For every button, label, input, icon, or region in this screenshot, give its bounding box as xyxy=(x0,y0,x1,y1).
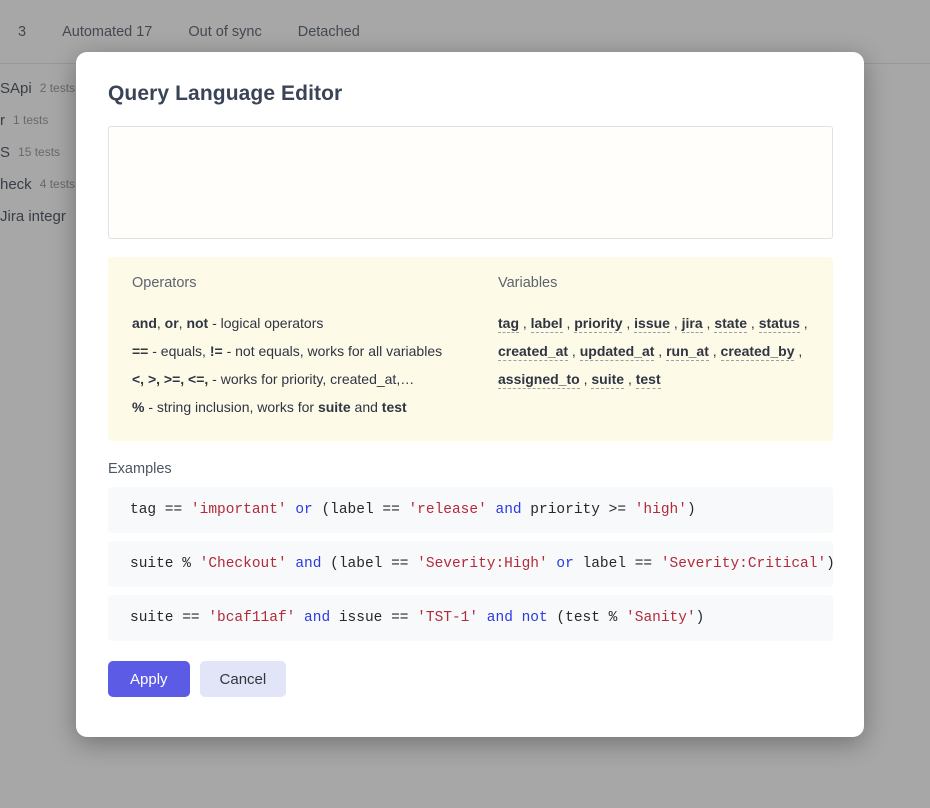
example-row[interactable]: suite == 'bcaf11af' and issue == 'TST-1'… xyxy=(108,595,833,641)
variable-label[interactable]: label xyxy=(530,315,563,333)
list-item-label: heck xyxy=(0,175,32,193)
variable-test[interactable]: test xyxy=(635,371,661,389)
background-tab-1[interactable]: Automated 17 xyxy=(62,23,153,40)
example-code-0: tag == 'important' or (label == 'release… xyxy=(130,502,696,518)
variable-created_at[interactable]: created_at xyxy=(498,343,569,361)
variable-jira[interactable]: jira xyxy=(681,315,703,333)
apply-button[interactable]: Apply xyxy=(108,661,190,697)
list-item[interactable]: r 1 tests xyxy=(0,104,930,136)
examples-label: Examples xyxy=(108,461,172,477)
cancel-button[interactable]: Cancel xyxy=(199,661,287,697)
variable-created_by[interactable]: created_by xyxy=(720,343,795,361)
list-item-meta: 4 tests xyxy=(39,177,76,191)
examples-list: tag == 'important' or (label == 'release… xyxy=(108,487,833,641)
query-help-panel: Operators and, or, not - logical operato… xyxy=(108,257,833,441)
list-item[interactable]: SApi 2 tests xyxy=(0,72,930,104)
example-row[interactable]: tag == 'important' or (label == 'release… xyxy=(108,487,833,533)
variable-run_at[interactable]: run_at xyxy=(666,343,709,361)
variables-column: Variables tag , label , priority , issue… xyxy=(498,275,809,421)
variable-line-1: created_at , updated_at , run_at , creat… xyxy=(498,343,803,361)
operators-heading: Operators xyxy=(132,275,197,291)
variable-updated_at[interactable]: updated_at xyxy=(579,343,655,361)
page-title: Query Language Editor xyxy=(108,82,343,105)
list-item-label: S xyxy=(0,143,11,161)
example-code-1: suite % 'Checkout' and (label == 'Severi… xyxy=(130,556,833,572)
list-item[interactable]: heck 4 tests xyxy=(0,168,930,200)
background-suite-list: SApi 2 tests r 1 tests S 15 tests heck 4 tests J… xyxy=(0,72,930,232)
variables-list: tag , label , priority , issue , jira , … xyxy=(498,309,809,393)
query-input[interactable] xyxy=(108,126,833,239)
example-code-2: suite == 'bcaf11af' and issue == 'TST-1'… xyxy=(130,610,705,626)
operator-line-2: <, >, >=, <=, - works for priority, crea… xyxy=(132,371,415,387)
query-language-editor-dialog: Query Language Editor Operators and, or,… xyxy=(76,52,864,737)
list-item-label: Jira integr xyxy=(0,207,66,225)
list-item[interactable]: Jira integr xyxy=(0,200,930,232)
list-item-meta: 1 tests xyxy=(13,113,49,127)
list-item-meta: 15 tests xyxy=(18,145,61,159)
list-item-meta: 2 tests xyxy=(39,81,76,95)
operator-line-0: and, or, not - logical operators xyxy=(132,315,324,331)
operators-column: Operators and, or, not - logical operato… xyxy=(132,275,498,421)
variable-state[interactable]: state xyxy=(714,315,748,333)
list-item-label: r xyxy=(0,111,5,129)
background-tab-3[interactable]: Detached xyxy=(297,23,360,40)
background-tab-2[interactable]: Out of sync xyxy=(188,23,262,40)
list-item[interactable]: S 15 tests xyxy=(0,136,930,168)
list-item-label: SApi xyxy=(0,79,32,97)
variable-suite[interactable]: suite xyxy=(591,371,625,389)
variable-status[interactable]: status xyxy=(758,315,800,333)
variable-tag[interactable]: tag xyxy=(498,315,519,333)
operators-list: and, or, not - logical operators == - equ… xyxy=(132,309,498,421)
variable-line-2: assigned_to , suite , test xyxy=(498,371,661,389)
variable-assigned_to[interactable]: assigned_to xyxy=(498,371,580,389)
background-tab-0[interactable]: 3 xyxy=(18,23,27,40)
operator-line-3: % - string inclusion, works for suite an… xyxy=(132,399,407,415)
example-row[interactable]: suite % 'Checkout' and (label == 'Severi… xyxy=(108,541,833,587)
variable-issue[interactable]: issue xyxy=(634,315,670,333)
variable-line-0: tag , label , priority , issue , jira , … xyxy=(498,315,808,333)
operator-line-1: == - equals, != - not equals, works for … xyxy=(132,343,443,359)
variables-heading: Variables xyxy=(498,275,558,291)
variable-priority[interactable]: priority xyxy=(574,315,623,333)
dialog-actions: Apply Cancel xyxy=(108,661,832,697)
